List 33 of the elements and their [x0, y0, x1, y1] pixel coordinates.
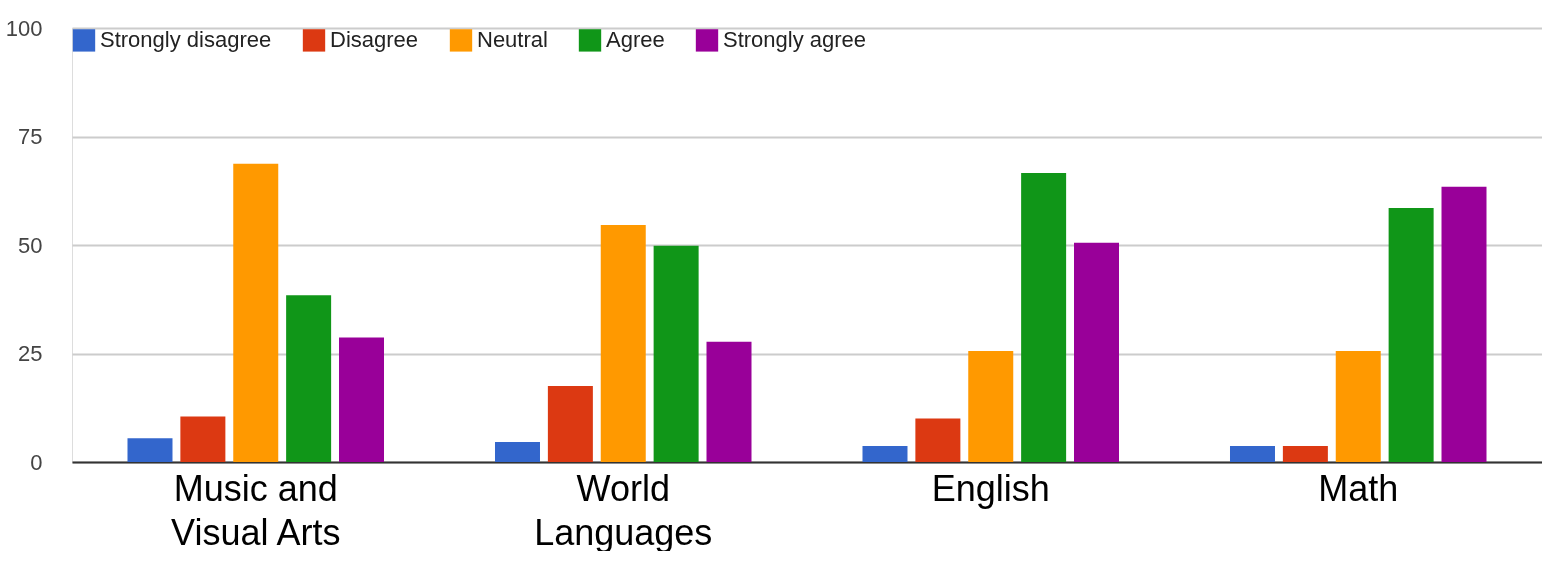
- bar: [1441, 186, 1487, 462]
- bar: [968, 350, 1014, 462]
- y-tick-label: 25: [18, 341, 43, 366]
- bar: [600, 225, 646, 462]
- bar: [180, 416, 226, 462]
- legend-label: Disagree: [330, 27, 419, 53]
- bar: [915, 418, 961, 462]
- bar: [339, 337, 385, 462]
- bar: [706, 341, 752, 462]
- y-tick-label: 100: [5, 15, 43, 41]
- legend-label: Agree: [606, 27, 665, 53]
- bar: [1021, 172, 1067, 462]
- y-tick-label: 0: [30, 449, 43, 475]
- bar: [1074, 242, 1120, 462]
- bar: [1229, 445, 1275, 462]
- y-tick-label: 50: [18, 232, 43, 258]
- bar: [494, 442, 540, 462]
- bar: [1282, 445, 1328, 462]
- legend-label: Strongly agree: [723, 27, 867, 53]
- bar: [653, 245, 699, 462]
- bar: [233, 163, 279, 462]
- bar: [1335, 350, 1381, 462]
- bar: [862, 445, 908, 462]
- bar: [127, 438, 173, 462]
- x-tick-label: English: [931, 467, 1050, 509]
- legend-label: Neutral: [477, 27, 548, 53]
- bar: [547, 386, 593, 462]
- x-tick-label: Music and Visual Arts: [171, 467, 341, 553]
- x-tick-label: Math: [1318, 467, 1399, 509]
- y-tick-label: 75: [18, 124, 43, 149]
- bar: [1388, 208, 1434, 462]
- bar: [286, 295, 332, 462]
- legend-label: Strongly disagree: [100, 27, 272, 53]
